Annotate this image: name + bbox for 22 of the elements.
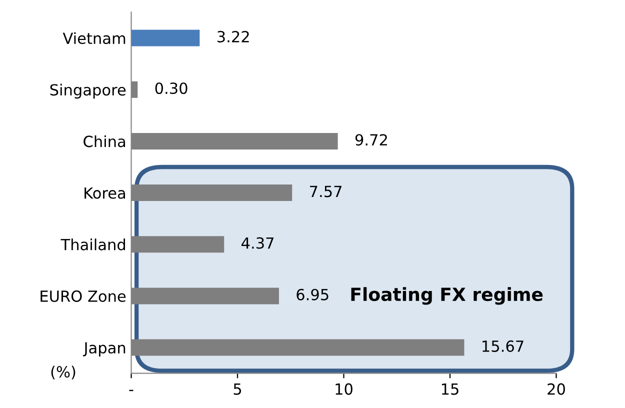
- data-label: 4.37: [242, 237, 274, 249]
- y-axis-title: (%): [51, 366, 76, 380]
- data-label: 9.72: [355, 134, 387, 146]
- x-tick-label: 10: [336, 383, 352, 395]
- bar: [131, 30, 200, 46]
- x-tick-label: 5: [234, 384, 242, 395]
- x-tick-label: 20: [548, 383, 565, 395]
- y-tick-label: China: [84, 135, 126, 148]
- y-tick-label: EURO Zone: [40, 290, 126, 302]
- y-tick-label: Vietnam: [62, 32, 126, 44]
- x-tick-label: -: [129, 390, 134, 392]
- data-label: 15.67: [482, 340, 524, 352]
- y-tick-label: Singapore: [50, 84, 126, 99]
- y-tick-label: Thailand: [60, 238, 125, 250]
- data-label: 6.95: [296, 288, 328, 300]
- y-tick-label: Japan: [82, 342, 126, 357]
- data-label: 7.57: [310, 186, 342, 198]
- x-tick-label: 15: [442, 384, 458, 395]
- data-label: 3.22: [218, 30, 249, 42]
- band-label: Floating FX regime: [351, 287, 543, 305]
- data-label: 0.30: [155, 82, 188, 94]
- y-tick-label: Korea: [84, 187, 125, 199]
